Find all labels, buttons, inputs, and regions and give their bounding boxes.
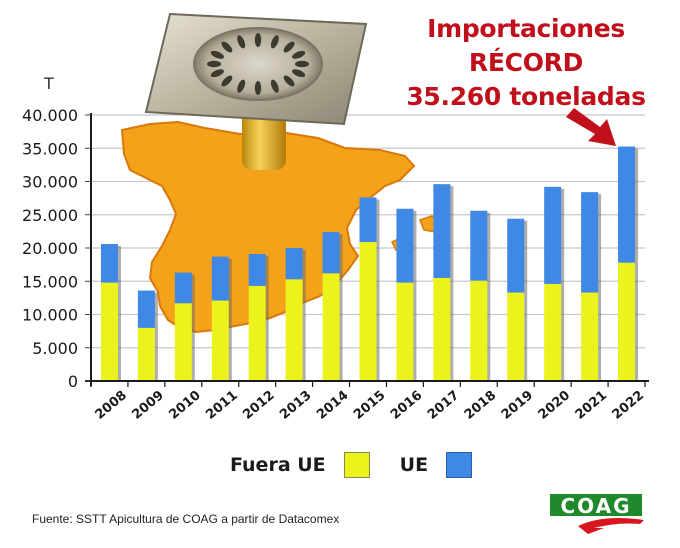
bar-segment-ue bbox=[137, 290, 155, 328]
y-axis-unit-label: T bbox=[44, 74, 54, 93]
y-tick-label: 10.000 bbox=[22, 306, 78, 325]
bar-segment-fuera-ue bbox=[544, 283, 562, 381]
bar-2019 bbox=[507, 218, 528, 381]
x-tick-label: 2022 bbox=[610, 388, 647, 423]
bar-segment-ue bbox=[396, 208, 414, 283]
y-tick-label: 40.000 bbox=[22, 106, 78, 125]
y-tick-label: 5.000 bbox=[32, 339, 78, 358]
bar-2018 bbox=[470, 210, 491, 381]
bar-segment-ue bbox=[544, 186, 562, 284]
x-tick-label: 2013 bbox=[277, 388, 314, 423]
x-tick-label: 2008 bbox=[93, 388, 130, 423]
x-tick-label: 2018 bbox=[462, 388, 499, 423]
source-note: Fuente: SSTT Apicultura de COAG a partir… bbox=[32, 512, 340, 526]
x-tick-label: 2010 bbox=[166, 388, 203, 423]
x-tick-label: 2020 bbox=[536, 388, 573, 423]
bar-segment-fuera-ue bbox=[211, 300, 229, 381]
bar-2021 bbox=[581, 192, 602, 381]
bar-2012 bbox=[248, 253, 269, 381]
coag-logo: COAG bbox=[550, 494, 644, 534]
y-tick-label: 30.000 bbox=[22, 173, 78, 192]
bar-segment-ue bbox=[433, 184, 451, 278]
bar-segment-fuera-ue bbox=[137, 327, 155, 381]
bar-segment-fuera-ue bbox=[433, 277, 451, 381]
legend-swatch-fuera-ue bbox=[343, 452, 370, 478]
x-tick-label: 2017 bbox=[425, 388, 462, 423]
logo-text: COAG bbox=[560, 494, 631, 518]
drain-illustration bbox=[144, 12, 368, 170]
record-arrow-icon bbox=[566, 108, 616, 146]
bar-segment-fuera-ue bbox=[359, 242, 377, 381]
x-tick-label: 2021 bbox=[573, 388, 610, 423]
bar-segment-fuera-ue bbox=[322, 273, 340, 381]
bar-segment-fuera-ue bbox=[396, 282, 414, 381]
x-tick-label: 2011 bbox=[203, 388, 240, 423]
bar-segment-fuera-ue bbox=[100, 282, 118, 381]
x-tick-label: 2015 bbox=[351, 388, 388, 423]
bar-segment-ue bbox=[285, 248, 303, 280]
bar-2008 bbox=[100, 244, 121, 381]
bar-segment-fuera-ue bbox=[470, 280, 488, 381]
bar-segment-fuera-ue bbox=[581, 292, 599, 381]
legend-swatch-ue bbox=[446, 452, 473, 478]
x-tick-label: 2009 bbox=[129, 388, 166, 423]
bar-segment-ue bbox=[174, 272, 192, 304]
bar-2010 bbox=[174, 272, 195, 381]
bar-2009 bbox=[137, 290, 158, 381]
bar-segment-fuera-ue bbox=[618, 262, 636, 381]
y-tick-label: 15.000 bbox=[22, 272, 78, 291]
bar-2016 bbox=[396, 208, 417, 381]
bar-segment-ue bbox=[211, 256, 229, 301]
bar-2011 bbox=[211, 256, 232, 381]
y-tick-label: 25.000 bbox=[22, 206, 78, 225]
legend-label-fuera-ue: Fuera UE bbox=[230, 454, 326, 476]
bar-segment-fuera-ue bbox=[248, 285, 266, 381]
x-tick-label: 2019 bbox=[499, 388, 536, 423]
bar-segment-fuera-ue bbox=[174, 303, 192, 381]
bar-series bbox=[100, 146, 639, 381]
bar-segment-fuera-ue bbox=[507, 292, 525, 381]
bar-2022 bbox=[618, 146, 639, 381]
bar-2013 bbox=[285, 248, 306, 381]
record-annotation: Importaciones RÉCORD 35.260 toneladas bbox=[388, 12, 664, 114]
bar-2014 bbox=[322, 232, 343, 381]
chart-legend: Fuera UE UE bbox=[230, 452, 473, 478]
x-tick-label: 2012 bbox=[240, 388, 277, 423]
bar-segment-ue bbox=[248, 253, 266, 286]
bar-segment-ue bbox=[618, 146, 636, 263]
bar-segment-ue bbox=[100, 244, 118, 283]
annotation-line-2: RÉCORD bbox=[468, 48, 584, 77]
bar-segment-ue bbox=[470, 210, 488, 281]
x-tick-label: 2016 bbox=[388, 388, 425, 423]
bar-segment-fuera-ue bbox=[285, 279, 303, 381]
y-tick-label: 35.000 bbox=[22, 139, 78, 158]
bar-2015 bbox=[359, 197, 380, 381]
y-tick-label: 20.000 bbox=[22, 239, 78, 258]
annotation-line-1: Importaciones bbox=[427, 14, 625, 43]
bar-segment-ue bbox=[581, 192, 599, 293]
bar-segment-ue bbox=[322, 232, 340, 274]
bar-segment-ue bbox=[359, 197, 377, 243]
bar-2020 bbox=[544, 186, 565, 381]
bar-2017 bbox=[433, 184, 454, 381]
legend-label-ue: UE bbox=[399, 454, 429, 476]
x-tick-label: 2014 bbox=[314, 388, 351, 423]
bar-segment-ue bbox=[507, 218, 525, 293]
y-tick-label: 0 bbox=[68, 372, 78, 391]
annotation-line-3: 35.260 toneladas bbox=[406, 82, 646, 111]
